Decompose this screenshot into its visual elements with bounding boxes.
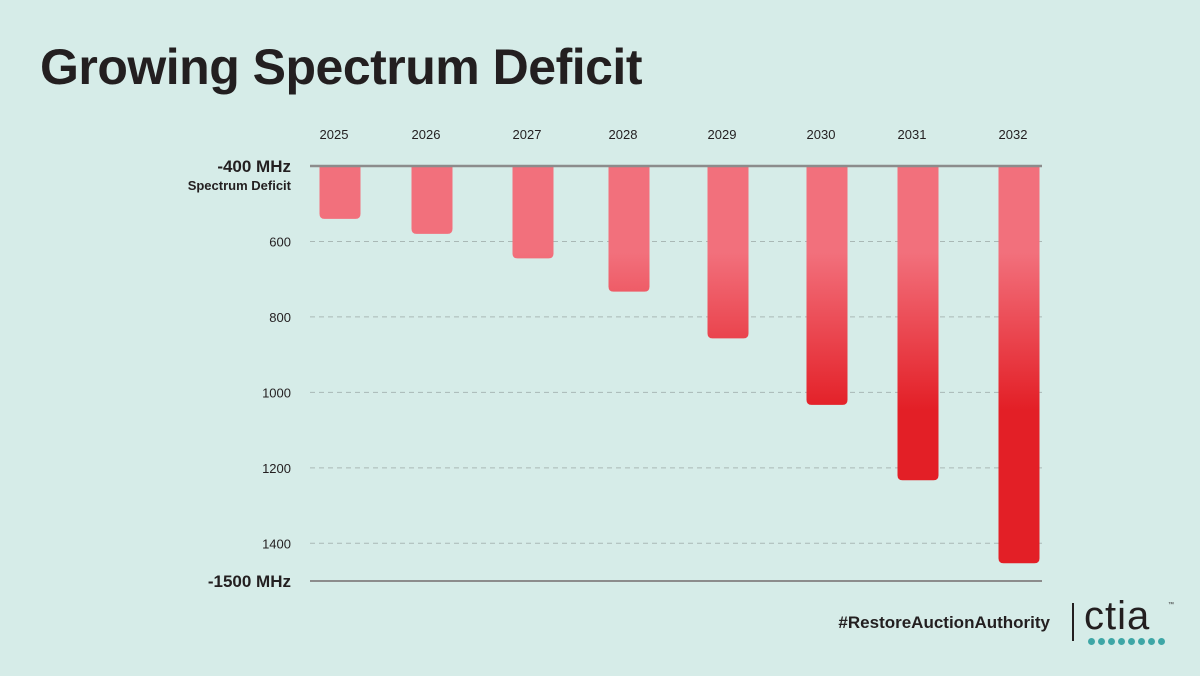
logo-dot <box>1098 638 1105 645</box>
bar <box>707 166 749 339</box>
bar <box>512 166 554 259</box>
logo-dot <box>1158 638 1165 645</box>
x-category-label: 2025 <box>320 127 349 142</box>
y-tick-label: 1200 <box>262 461 291 476</box>
bar <box>319 166 361 219</box>
y-top-label: -400 MHz <box>217 157 291 176</box>
bar <box>897 166 939 481</box>
bar <box>998 166 1040 564</box>
y-tick-label: 600 <box>269 234 291 249</box>
ctia-logo: ctia <box>1084 594 1151 638</box>
logo-dot <box>1148 638 1155 645</box>
logo-dot <box>1088 638 1095 645</box>
x-category-label: 2031 <box>898 127 927 142</box>
y-tick-label: 800 <box>269 310 291 325</box>
logo-dot <box>1128 638 1135 645</box>
chart-title: Growing Spectrum Deficit <box>40 39 642 95</box>
y-top-sublabel: Spectrum Deficit <box>188 178 292 193</box>
logo-trademark: ™ <box>1168 602 1174 608</box>
logo-divider <box>1072 603 1074 641</box>
logo-dot <box>1108 638 1115 645</box>
bar <box>806 166 848 405</box>
logo-dot <box>1138 638 1145 645</box>
x-category-label: 2028 <box>609 127 638 142</box>
x-category-label: 2030 <box>807 127 836 142</box>
y-bottom-label: -1500 MHz <box>208 572 291 591</box>
x-category-label: 2029 <box>708 127 737 142</box>
hashtag-label: #RestoreAuctionAuthority <box>838 613 1050 632</box>
logo-dots <box>1088 638 1165 645</box>
bar <box>411 166 453 234</box>
x-category-label: 2032 <box>999 127 1028 142</box>
x-category-label: 2027 <box>513 127 542 142</box>
bar <box>608 166 650 292</box>
y-tick-label: 1000 <box>262 385 291 400</box>
x-category-label: 2026 <box>412 127 441 142</box>
y-tick-label: 1400 <box>262 536 291 551</box>
logo-dot <box>1118 638 1125 645</box>
